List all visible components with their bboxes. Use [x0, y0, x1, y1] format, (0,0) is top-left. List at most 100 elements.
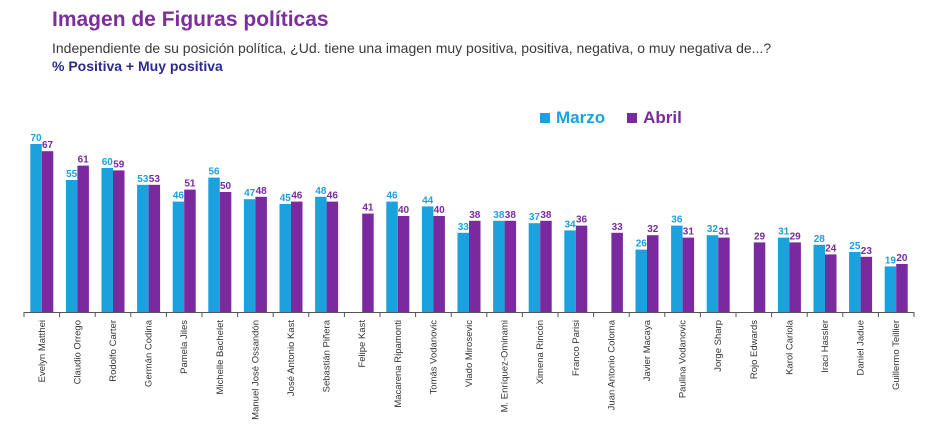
x-tick-label: Manuel José Ossandón	[250, 320, 261, 420]
data-label-marzo: 48	[315, 186, 327, 197]
data-label-abril: 23	[861, 246, 873, 257]
bar-abril	[219, 192, 232, 312]
bar-abril	[896, 264, 908, 312]
data-label-marzo: 32	[707, 224, 719, 235]
x-tick-label: Iraci Hassler	[820, 320, 831, 373]
legend-swatch-abril	[627, 113, 638, 123]
x-tick-label: Franco Parisi	[571, 320, 582, 376]
bar-marzo	[101, 168, 113, 312]
data-label-abril: 38	[469, 210, 481, 221]
data-label-abril: 32	[647, 224, 659, 235]
legend-item-abril: Abril	[627, 108, 682, 128]
x-tick-label: Juan Antonio Coloma	[606, 319, 617, 410]
data-label-abril: 31	[718, 227, 730, 238]
bar-marzo	[30, 144, 42, 312]
data-label-abril: 41	[362, 203, 374, 214]
data-label-marzo: 56	[208, 167, 220, 178]
data-label-marzo: 37	[529, 212, 541, 223]
data-label-abril: 31	[683, 227, 695, 238]
data-label-marzo: 36	[671, 215, 683, 226]
data-label-abril: 20	[896, 253, 908, 264]
x-tick-label: Macarena Ripamonti	[393, 320, 404, 408]
bar-abril	[184, 189, 196, 312]
x-tick-label: Karol Cariola	[784, 319, 795, 375]
bar-marzo	[528, 223, 541, 312]
x-tick-label: Ximena Rincón	[535, 320, 546, 384]
data-label-abril: 29	[754, 231, 766, 242]
bar-marzo	[172, 201, 185, 312]
data-label-marzo: 33	[458, 222, 470, 233]
x-tick-label: M. Enríquez-Ominami	[500, 320, 511, 412]
data-label-marzo: 44	[422, 195, 434, 206]
data-label-abril: 36	[576, 215, 588, 226]
data-label-marzo: 19	[885, 255, 897, 266]
data-label-marzo: 55	[66, 169, 78, 180]
data-label-marzo: 31	[778, 227, 790, 238]
data-label-abril: 40	[434, 205, 446, 216]
legend-label-marzo: Marzo	[556, 108, 606, 127]
data-label-abril: 67	[42, 140, 54, 151]
bar-marzo	[208, 177, 220, 312]
data-label-marzo: 26	[636, 239, 648, 250]
chart-title: Imagen de Figuras políticas	[52, 8, 329, 31]
x-tick-label: Pamela Jiles	[179, 320, 190, 374]
x-tick-label: Tomás Vodanovic	[428, 320, 439, 395]
chart-legend: Marzo Abril	[540, 108, 682, 128]
x-tick-label: Daniel Jadue	[856, 320, 867, 375]
legend-item-marzo: Marzo	[540, 108, 605, 128]
legend-label-abril: Abril	[643, 108, 682, 127]
x-tick-label: Jorge Sharp	[713, 320, 724, 372]
x-tick-label: Rojo Edwards	[749, 320, 760, 379]
bar-abril	[469, 220, 481, 312]
bar-marzo	[777, 237, 790, 312]
data-label-marzo: 60	[102, 157, 114, 168]
bar-marzo	[884, 266, 897, 312]
bar-marzo	[564, 230, 576, 312]
x-tick-label: Germán Codina	[144, 319, 155, 387]
data-label-marzo: 46	[173, 191, 185, 202]
bar-abril	[611, 232, 623, 312]
metric-label: % Positiva + Muy positiva	[52, 58, 223, 74]
data-label-abril: 50	[220, 181, 232, 192]
bar-abril	[291, 201, 303, 312]
data-label-abril: 29	[790, 231, 802, 242]
data-label-abril: 61	[78, 155, 90, 166]
bar-abril	[77, 165, 89, 312]
bar-abril	[362, 213, 374, 312]
bar-marzo	[386, 201, 398, 312]
bar-abril	[540, 220, 552, 312]
bar-abril	[753, 242, 766, 312]
legend-swatch-marzo	[540, 113, 550, 123]
data-label-marzo: 34	[564, 219, 576, 230]
bar-marzo	[457, 232, 469, 312]
chart-subtitle: Independiente de su posición política, ¿…	[52, 40, 772, 56]
data-label-abril: 48	[256, 186, 268, 197]
bar-abril	[41, 151, 54, 312]
x-tick-label: Evelyn Matthei	[37, 320, 48, 382]
bar-marzo	[813, 244, 825, 312]
x-tick-label: Felipe Kast	[357, 320, 368, 368]
bar-abril	[397, 216, 410, 312]
data-label-abril: 51	[184, 179, 196, 190]
data-label-marzo: 47	[244, 188, 256, 199]
bar-marzo	[493, 220, 505, 312]
bar-marzo	[706, 235, 719, 312]
data-label-marzo: 70	[30, 133, 42, 144]
bar-abril	[682, 237, 695, 312]
bar-abril	[504, 220, 517, 312]
data-label-abril: 33	[612, 222, 624, 233]
bar-abril	[718, 237, 730, 312]
bar-marzo	[671, 225, 683, 312]
x-tick-label: Rodolfo Carter	[108, 320, 119, 382]
bar-abril	[647, 235, 659, 312]
bar-abril	[148, 184, 161, 312]
bar-abril	[433, 216, 445, 312]
x-tick-label: Claudio Orrego	[72, 320, 83, 384]
bar-marzo	[421, 206, 434, 312]
x-tick-label: Sebastián Piñera	[322, 319, 333, 392]
data-label-marzo: 25	[849, 241, 861, 252]
data-label-abril: 59	[113, 159, 125, 170]
data-label-abril: 38	[505, 210, 517, 221]
bar-marzo	[137, 184, 149, 312]
